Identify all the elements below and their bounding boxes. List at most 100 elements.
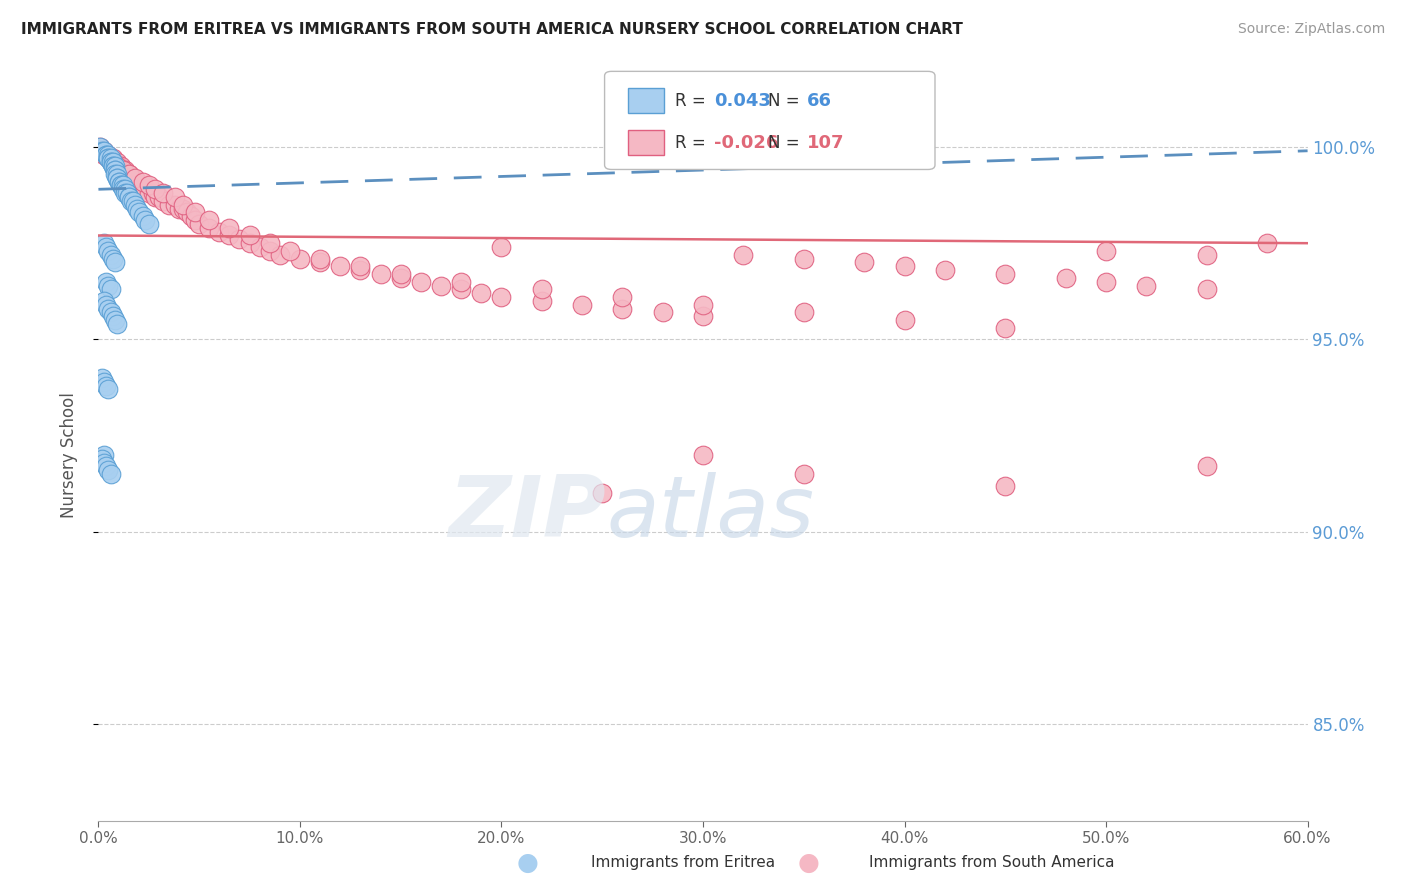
Text: R =: R = xyxy=(675,134,711,152)
Point xyxy=(103,313,125,327)
Point xyxy=(110,159,132,173)
Point xyxy=(1095,244,1118,258)
Point xyxy=(96,378,118,392)
Point xyxy=(994,479,1017,493)
Point xyxy=(184,205,207,219)
Point xyxy=(93,456,115,470)
Point xyxy=(239,236,262,251)
Point xyxy=(409,275,432,289)
Point xyxy=(278,244,301,258)
Point xyxy=(105,167,128,181)
Point xyxy=(93,236,115,251)
Point xyxy=(143,182,166,196)
Point xyxy=(93,144,115,158)
Point xyxy=(733,248,755,262)
Point xyxy=(101,159,124,173)
Point xyxy=(138,186,160,201)
Point xyxy=(1095,275,1118,289)
Point xyxy=(692,310,714,324)
Point xyxy=(114,186,136,201)
Point xyxy=(103,167,125,181)
Point xyxy=(138,217,160,231)
Point xyxy=(329,260,352,274)
Text: 0.043: 0.043 xyxy=(714,92,770,110)
Point xyxy=(103,163,125,178)
Point xyxy=(172,197,194,211)
Point xyxy=(793,305,815,319)
Point xyxy=(114,182,136,196)
Point xyxy=(134,213,156,227)
Text: Immigrants from South America: Immigrants from South America xyxy=(869,855,1115,870)
Point xyxy=(893,313,915,327)
Point xyxy=(100,248,122,262)
Point xyxy=(269,248,291,262)
Point xyxy=(349,263,371,277)
Point xyxy=(100,152,122,166)
Point xyxy=(100,155,122,169)
Point xyxy=(97,301,120,316)
Point xyxy=(107,175,129,189)
Point xyxy=(97,147,120,161)
Point xyxy=(105,170,128,185)
Point xyxy=(101,159,124,173)
Point xyxy=(994,267,1017,281)
Point xyxy=(491,240,513,254)
Point xyxy=(152,186,174,201)
Point xyxy=(208,225,231,239)
Point xyxy=(1256,236,1278,251)
Point xyxy=(105,170,128,185)
Point xyxy=(259,236,281,251)
Point xyxy=(124,170,146,185)
Point xyxy=(491,290,513,304)
Text: R =: R = xyxy=(675,92,711,110)
Point xyxy=(118,167,141,181)
Point xyxy=(124,175,146,189)
Point xyxy=(994,321,1017,335)
Point xyxy=(450,282,472,296)
Point xyxy=(138,178,160,193)
Point xyxy=(97,383,120,397)
Point xyxy=(89,140,111,154)
Point xyxy=(188,217,211,231)
Point xyxy=(1054,270,1077,285)
Text: N =: N = xyxy=(768,134,804,152)
Point xyxy=(370,267,392,281)
Point xyxy=(389,270,412,285)
Point xyxy=(100,152,122,166)
Point xyxy=(121,194,143,208)
Text: Source: ZipAtlas.com: Source: ZipAtlas.com xyxy=(1237,22,1385,37)
Point xyxy=(121,170,143,185)
Point xyxy=(349,260,371,274)
Point xyxy=(450,275,472,289)
Point xyxy=(184,213,207,227)
Point xyxy=(118,190,141,204)
Point xyxy=(1195,282,1218,296)
Point xyxy=(218,220,240,235)
Point xyxy=(115,167,138,181)
Point xyxy=(96,298,118,312)
Point xyxy=(97,147,120,161)
Point xyxy=(105,317,128,331)
Text: ●: ● xyxy=(797,851,820,874)
Point xyxy=(172,202,194,216)
Point xyxy=(105,159,128,173)
Point xyxy=(96,147,118,161)
Point xyxy=(288,252,311,266)
Point xyxy=(93,144,115,158)
Point xyxy=(103,155,125,169)
Point xyxy=(124,197,146,211)
Point xyxy=(101,310,124,324)
Text: 66: 66 xyxy=(807,92,832,110)
Text: N =: N = xyxy=(768,92,804,110)
Point xyxy=(692,448,714,462)
Point xyxy=(91,144,114,158)
Point xyxy=(176,205,198,219)
Point xyxy=(96,240,118,254)
Point xyxy=(612,290,634,304)
Point xyxy=(96,275,118,289)
Point xyxy=(96,147,118,161)
Point xyxy=(111,178,134,193)
Point xyxy=(218,228,240,243)
Point xyxy=(470,286,492,301)
Text: ●: ● xyxy=(516,851,538,874)
